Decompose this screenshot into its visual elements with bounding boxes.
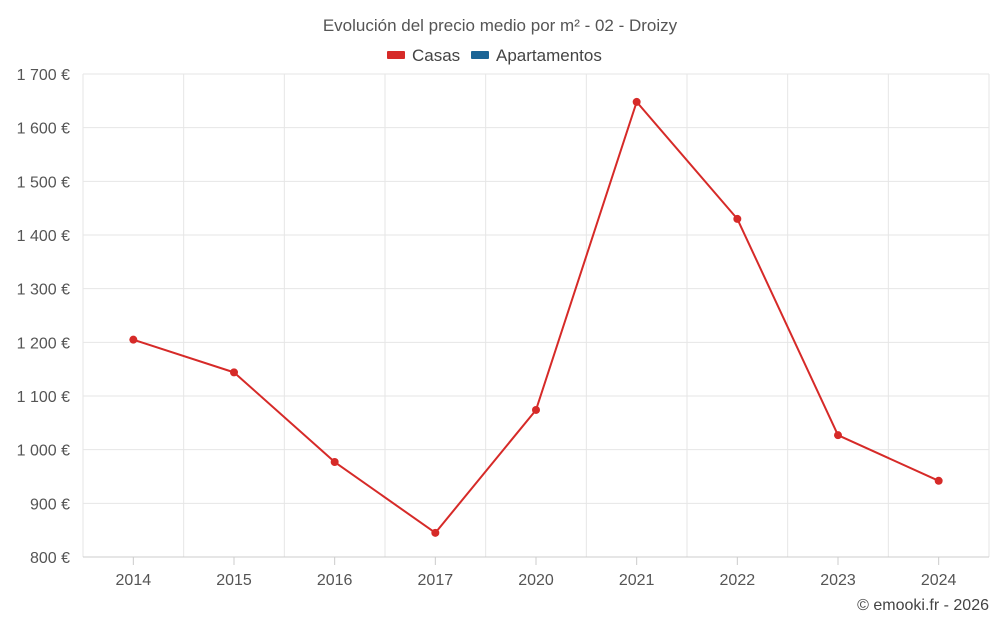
series-lines <box>133 100 940 534</box>
data-point-casas-2020[interactable] <box>532 405 540 414</box>
data-point-casas-2017[interactable] <box>431 528 440 537</box>
x-tick-label: 2024 <box>921 572 957 589</box>
series-line-casas <box>133 100 940 534</box>
legend-label-apartamentos: Apartamentos <box>496 46 602 65</box>
x-tick-label: 2016 <box>317 572 353 589</box>
data-point-casas-2015[interactable] <box>230 368 238 377</box>
x-tick-label: 2014 <box>116 572 152 589</box>
x-tick-label: 2021 <box>619 572 655 589</box>
x-tick-label: 2022 <box>720 572 756 589</box>
y-tick-label: 1 600 € <box>17 121 70 138</box>
legend-item-casas[interactable]: Casas <box>387 46 460 65</box>
x-tick-label: 2015 <box>216 572 252 589</box>
data-point-casas-2016[interactable] <box>330 458 339 467</box>
legend-label-casas: Casas <box>412 46 460 65</box>
y-tick-label: 1 000 € <box>17 443 70 460</box>
x-axis-ticks: 2014 2015 2016 2017 2020 2021 2022 2023 2024 <box>116 557 957 589</box>
data-point-casas-2023[interactable] <box>834 431 842 440</box>
x-tick-label: 2017 <box>418 572 454 589</box>
y-tick-label: 1 400 € <box>17 228 70 245</box>
y-gridlines <box>83 73 989 504</box>
x-tick-label: 2023 <box>820 572 856 589</box>
y-tick-label: 1 500 € <box>17 174 70 191</box>
legend-swatch-casas <box>387 51 405 59</box>
x-tick-label: 2020 <box>518 572 554 589</box>
data-point-casas-2014[interactable] <box>129 335 138 344</box>
data-point-casas-2024[interactable] <box>934 476 943 485</box>
y-tick-label: 1 200 € <box>17 335 70 352</box>
y-tick-label: 1 100 € <box>17 389 70 406</box>
legend: Casas Apartamentos <box>387 46 602 65</box>
y-tick-label: 900 € <box>30 496 70 513</box>
y-axis-ticks: 800 € 900 € 1 000 € 1 100 € 1 200 € 1 300 € 1 … <box>17 67 70 567</box>
data-point-casas-2022[interactable] <box>733 214 742 223</box>
data-point-casas-2021[interactable] <box>632 97 641 106</box>
chart-title: Evolución del precio medio por m² - 02 -… <box>323 16 678 35</box>
legend-swatch-apartamentos <box>471 51 489 59</box>
legend-item-apartamentos[interactable]: Apartamentos <box>471 46 602 65</box>
y-tick-label: 800 € <box>30 550 70 567</box>
x-gridlines <box>82 74 990 557</box>
y-tick-label: 1 300 € <box>17 282 70 299</box>
credit-text: © emooki.fr - 2026 <box>857 597 989 614</box>
series-points <box>129 97 943 537</box>
y-tick-label: 1 700 € <box>17 67 70 84</box>
